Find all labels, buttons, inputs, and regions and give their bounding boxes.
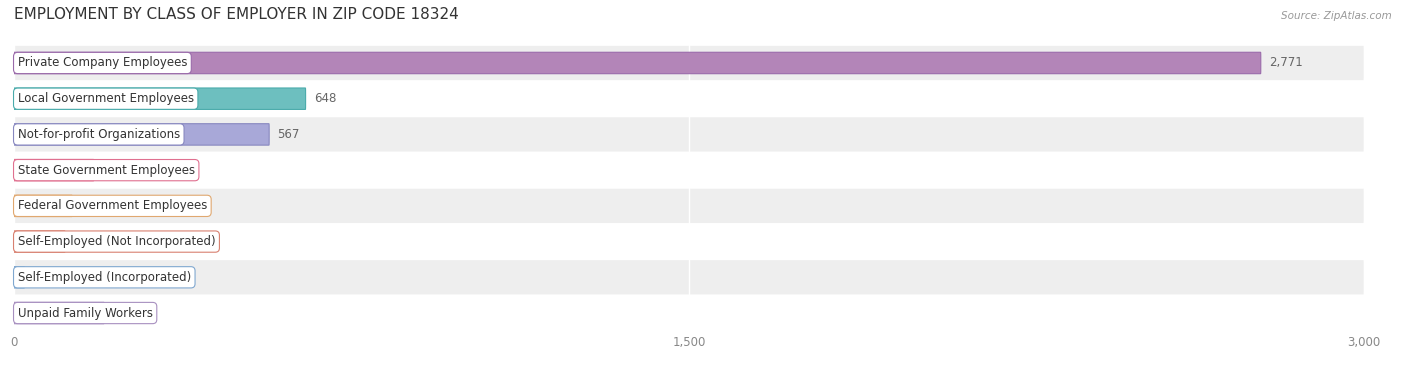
FancyBboxPatch shape (14, 88, 305, 109)
Text: Self-Employed (Not Incorporated): Self-Employed (Not Incorporated) (18, 235, 215, 248)
Text: EMPLOYMENT BY CLASS OF EMPLOYER IN ZIP CODE 18324: EMPLOYMENT BY CLASS OF EMPLOYER IN ZIP C… (14, 7, 458, 22)
Text: Local Government Employees: Local Government Employees (18, 92, 194, 105)
FancyBboxPatch shape (14, 296, 1364, 330)
Text: State Government Employees: State Government Employees (18, 164, 195, 177)
FancyBboxPatch shape (14, 46, 1364, 80)
FancyBboxPatch shape (14, 224, 1364, 259)
Text: Not-for-profit Organizations: Not-for-profit Organizations (18, 128, 180, 141)
Text: Federal Government Employees: Federal Government Employees (18, 199, 207, 212)
Text: 648: 648 (314, 92, 336, 105)
Text: Source: ZipAtlas.com: Source: ZipAtlas.com (1281, 11, 1392, 21)
Text: Unpaid Family Workers: Unpaid Family Workers (18, 306, 153, 320)
Text: 2,771: 2,771 (1268, 56, 1302, 70)
FancyBboxPatch shape (14, 195, 72, 217)
FancyBboxPatch shape (14, 302, 104, 324)
Text: Self-Employed (Incorporated): Self-Employed (Incorporated) (18, 271, 191, 284)
FancyBboxPatch shape (14, 124, 269, 145)
Text: 177: 177 (101, 164, 124, 177)
FancyBboxPatch shape (14, 52, 1261, 74)
FancyBboxPatch shape (14, 153, 1364, 187)
FancyBboxPatch shape (14, 231, 65, 252)
Text: 129: 129 (80, 199, 103, 212)
Text: Private Company Employees: Private Company Employees (18, 56, 187, 70)
Text: 23: 23 (32, 271, 48, 284)
FancyBboxPatch shape (14, 117, 1364, 152)
FancyBboxPatch shape (14, 267, 24, 288)
FancyBboxPatch shape (14, 189, 1364, 223)
FancyBboxPatch shape (14, 260, 1364, 294)
Text: 113: 113 (73, 235, 96, 248)
FancyBboxPatch shape (14, 82, 1364, 116)
Text: 567: 567 (277, 128, 299, 141)
FancyBboxPatch shape (14, 159, 94, 181)
Text: 0: 0 (112, 306, 120, 320)
